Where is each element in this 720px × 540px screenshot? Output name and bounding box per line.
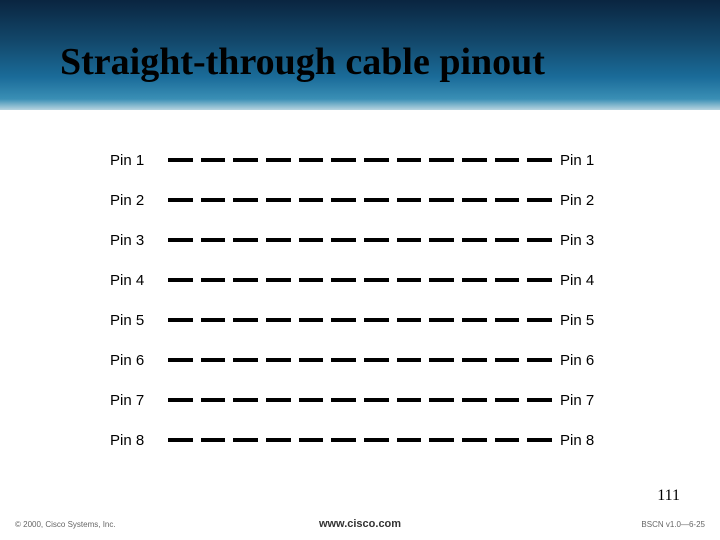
- connection-line: [168, 318, 552, 322]
- pin-label-right: Pin 1: [560, 152, 610, 169]
- pin-label-left: Pin 1: [110, 152, 160, 169]
- pin-row: Pin 4 Pin 4: [110, 260, 610, 300]
- connection-line: [168, 238, 552, 242]
- connection-line: [168, 438, 552, 442]
- connection-line: [168, 398, 552, 402]
- pin-label-right: Pin 2: [560, 192, 610, 209]
- pin-label-right: Pin 3: [560, 232, 610, 249]
- connection-line: [168, 358, 552, 362]
- pin-label-left: Pin 4: [110, 272, 160, 289]
- pin-label-right: Pin 5: [560, 312, 610, 329]
- pin-label-left: Pin 3: [110, 232, 160, 249]
- pin-row: Pin 3 Pin 3: [110, 220, 610, 260]
- pin-row: Pin 2 Pin 2: [110, 180, 610, 220]
- pin-row: Pin 1 Pin 1: [110, 140, 610, 180]
- pin-label-left: Pin 6: [110, 352, 160, 369]
- slide-title: Straight-through cable pinout: [60, 40, 545, 84]
- pin-label-right: Pin 7: [560, 392, 610, 409]
- pin-label-right: Pin 4: [560, 272, 610, 289]
- pin-label-left: Pin 5: [110, 312, 160, 329]
- pin-label-right: Pin 8: [560, 432, 610, 449]
- connection-line: [168, 158, 552, 162]
- pin-label-left: Pin 2: [110, 192, 160, 209]
- pin-row: Pin 6 Pin 6: [110, 340, 610, 380]
- slide-header: Straight-through cable pinout: [0, 0, 720, 110]
- pin-row: Pin 5 Pin 5: [110, 300, 610, 340]
- pin-row: Pin 8 Pin 8: [110, 420, 610, 460]
- copyright-text: © 2000, Cisco Systems, Inc.: [15, 520, 116, 529]
- pin-label-right: Pin 6: [560, 352, 610, 369]
- connection-line: [168, 198, 552, 202]
- page-number: 111: [657, 487, 680, 505]
- pin-row: Pin 7 Pin 7: [110, 380, 610, 420]
- footer-url: www.cisco.com: [319, 518, 401, 530]
- pin-label-left: Pin 8: [110, 432, 160, 449]
- document-code: BSCN v1.0—6-25: [641, 520, 705, 529]
- slide-footer: © 2000, Cisco Systems, Inc. www.cisco.co…: [0, 514, 720, 534]
- pin-label-left: Pin 7: [110, 392, 160, 409]
- pinout-diagram: Pin 1Pin 1Pin 2Pin 2Pin 3Pin 3Pin 4Pin 4…: [110, 140, 610, 470]
- connection-line: [168, 278, 552, 282]
